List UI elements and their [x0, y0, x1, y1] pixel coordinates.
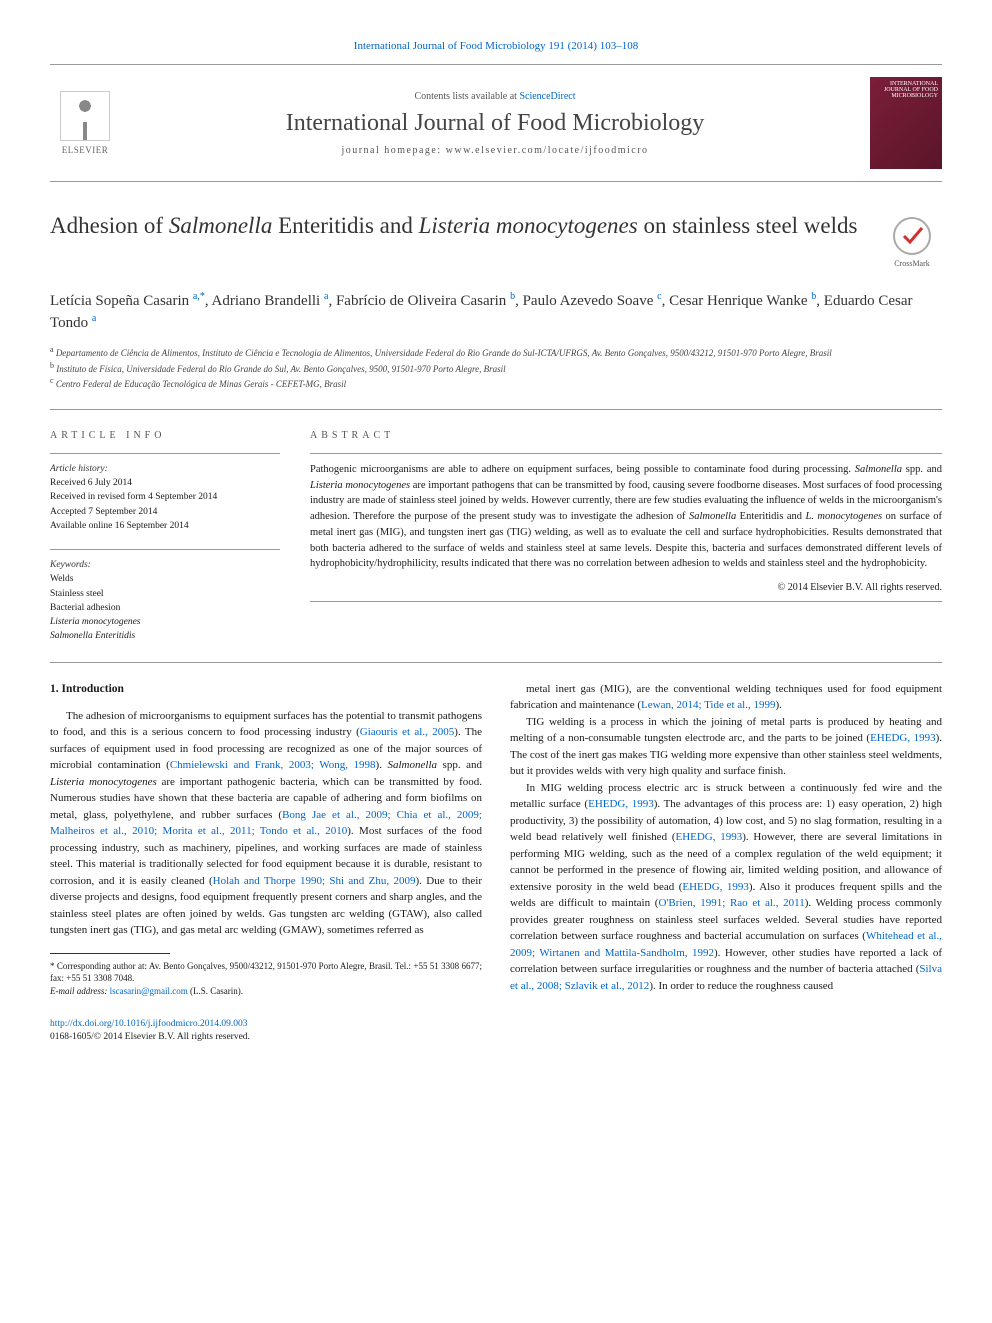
journal-cover-thumb: INTERNATIONAL JOURNAL OF FOOD MICROBIOLO…	[870, 77, 942, 169]
email-link[interactable]: lscasarin@gmail.com	[110, 986, 188, 996]
crossmark-badge[interactable]: CrossMark	[882, 212, 942, 272]
keywords-label: Keywords:	[50, 558, 280, 572]
journal-header: ELSEVIER Contents lists available at Sci…	[50, 64, 942, 182]
contents-prefix: Contents lists available at	[414, 91, 519, 102]
journal-name: International Journal of Food Microbiolo…	[140, 110, 850, 137]
history-received: Received 6 July 2014	[50, 476, 280, 490]
abstract: ABSTRACT Pathogenic microorganisms are a…	[310, 428, 942, 644]
sciencedirect-link[interactable]: ScienceDirect	[519, 91, 575, 102]
history-accepted: Accepted 7 September 2014	[50, 505, 280, 519]
history-label: Article history:	[50, 462, 280, 476]
authors: Letícia Sopeña Casarin a,*, Adriano Bran…	[50, 290, 942, 334]
body-columns: 1. Introduction The adhesion of microorg…	[50, 681, 942, 998]
cover-top-text: INTERNATIONAL JOURNAL OF FOOD	[874, 81, 938, 93]
keyword-1: Stainless steel	[50, 587, 280, 601]
article-title: Adhesion of Salmonella Enteritidis and L…	[50, 212, 862, 241]
affiliation-c: c Centro Federal de Educação Tecnológica…	[50, 375, 942, 391]
intro-paragraph-2: metal inert gas (MIG), are the conventio…	[510, 681, 942, 714]
right-column: metal inert gas (MIG), are the conventio…	[510, 681, 942, 998]
cover-main-text: MICROBIOLOGY	[874, 93, 938, 99]
contents-line: Contents lists available at ScienceDirec…	[140, 91, 850, 102]
email-label: E-mail address:	[50, 986, 107, 996]
issn-copyright: 0168-1605/© 2014 Elsevier B.V. All right…	[50, 1032, 250, 1042]
intro-paragraph-1: The adhesion of microorganisms to equipm…	[50, 708, 482, 939]
footnote-rule	[50, 953, 170, 954]
abstract-text: Pathogenic microorganisms are able to ad…	[310, 462, 942, 572]
divider	[50, 409, 942, 410]
homepage-url: www.elsevier.com/locate/ijfoodmicro	[446, 145, 649, 156]
elsevier-logo: ELSEVIER	[50, 83, 120, 163]
abstract-heading: ABSTRACT	[310, 428, 942, 443]
corresponding-author: * Corresponding author at: Av. Bento Gon…	[50, 960, 482, 985]
crossmark-label: CrossMark	[894, 259, 930, 268]
abstract-copyright: © 2014 Elsevier B.V. All rights reserved…	[310, 580, 942, 595]
email-line: E-mail address: lscasarin@gmail.com (L.S…	[50, 985, 482, 998]
affiliations: a Departamento de Ciência de Alimentos, …	[50, 344, 942, 391]
keyword-4: Salmonella Enteritidis	[50, 629, 280, 643]
page-footer: http://dx.doi.org/10.1016/j.ijfoodmicro.…	[50, 1018, 942, 1045]
affiliation-a: a Departamento de Ciência de Alimentos, …	[50, 344, 942, 360]
intro-paragraph-3: TIG welding is a process in which the jo…	[510, 714, 942, 780]
email-who: (L.S. Casarin).	[190, 986, 243, 996]
elsevier-tree-icon	[60, 91, 110, 141]
article-info-heading: ARTICLE INFO	[50, 428, 280, 443]
divider	[50, 662, 942, 663]
article-info: ARTICLE INFO Article history: Received 6…	[50, 428, 280, 644]
top-citation-link[interactable]: International Journal of Food Microbiolo…	[354, 40, 638, 52]
journal-homepage: journal homepage: www.elsevier.com/locat…	[140, 145, 850, 156]
left-column: 1. Introduction The adhesion of microorg…	[50, 681, 482, 998]
history-online: Available online 16 September 2014	[50, 519, 280, 533]
section-1-heading: 1. Introduction	[50, 681, 482, 698]
footnotes: * Corresponding author at: Av. Bento Gon…	[50, 960, 482, 998]
homepage-prefix: journal homepage:	[341, 145, 445, 156]
elsevier-label: ELSEVIER	[62, 145, 109, 155]
keyword-0: Welds	[50, 572, 280, 586]
doi-link[interactable]: http://dx.doi.org/10.1016/j.ijfoodmicro.…	[50, 1019, 247, 1029]
intro-paragraph-4: In MIG welding process electric arc is s…	[510, 780, 942, 995]
history-revised: Received in revised form 4 September 201…	[50, 490, 280, 504]
keyword-3: Listeria monocytogenes	[50, 615, 280, 629]
affiliation-b: b Instituto de Física, Universidade Fede…	[50, 360, 942, 376]
top-citation: International Journal of Food Microbiolo…	[50, 40, 942, 52]
keyword-2: Bacterial adhesion	[50, 601, 280, 615]
